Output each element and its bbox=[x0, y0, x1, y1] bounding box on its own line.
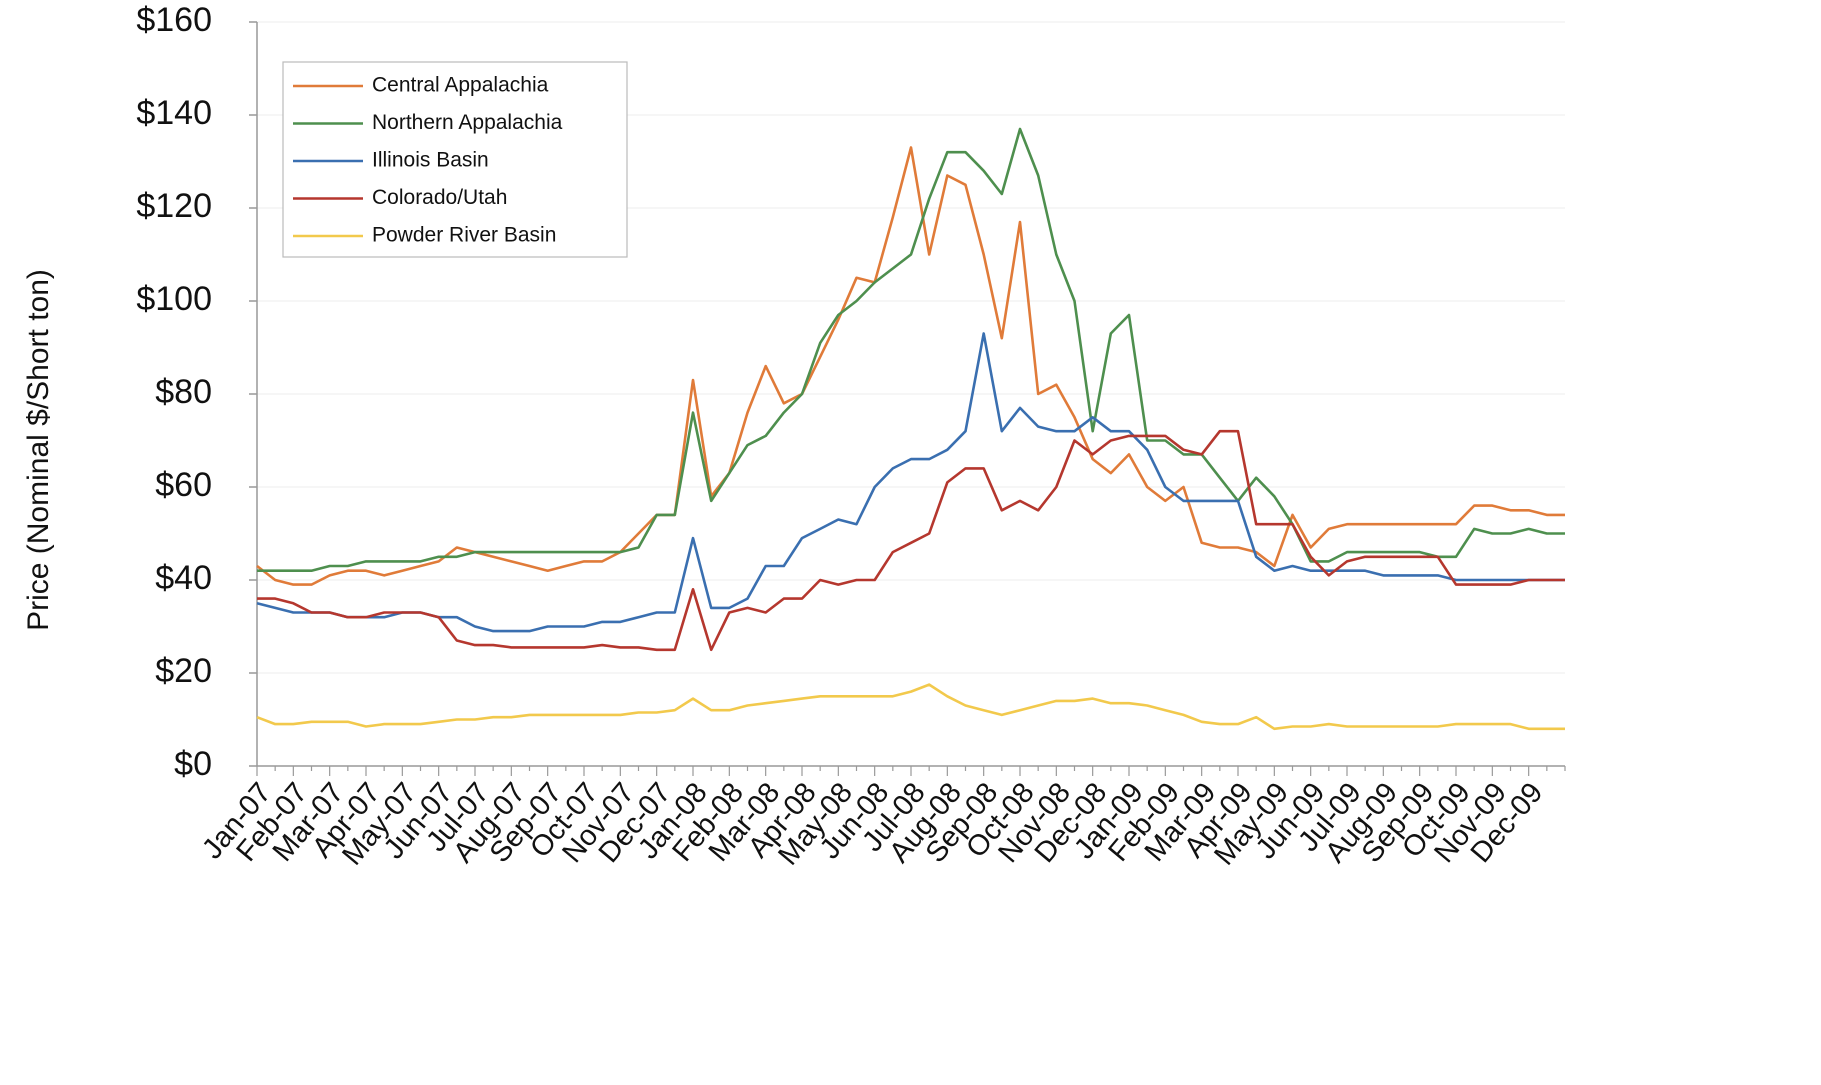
legend-label: Illinois Basin bbox=[372, 149, 489, 172]
y-tick-label: $60 bbox=[155, 466, 212, 504]
legend-label: Central Appalachia bbox=[372, 74, 549, 97]
data-line bbox=[256, 683, 1565, 731]
y-tick-label: $20 bbox=[155, 652, 212, 690]
legend: Central Appalachia Northern Appalachia Ill… bbox=[282, 61, 628, 258]
y-tick-label: $140 bbox=[136, 94, 212, 132]
legend-label: Northern Appalachia bbox=[372, 111, 563, 134]
y-tick-label: $0 bbox=[174, 745, 212, 783]
legend-label: Powder River Basin bbox=[372, 224, 556, 247]
y-tick-label: $160 bbox=[136, 1, 212, 39]
legend-label: Colorado/Utah bbox=[372, 186, 507, 209]
data-line bbox=[257, 127, 1565, 572]
y-tick-label: $80 bbox=[155, 373, 212, 411]
legend-box bbox=[282, 61, 628, 258]
y-tick-label: $100 bbox=[136, 280, 212, 318]
y-tick-label: $40 bbox=[155, 559, 212, 597]
y-tick-label: $120 bbox=[136, 187, 212, 225]
data-line bbox=[257, 429, 1565, 652]
y-axis-label: Price (Nominal $/Short ton) bbox=[22, 269, 55, 631]
data-line bbox=[256, 332, 1565, 633]
